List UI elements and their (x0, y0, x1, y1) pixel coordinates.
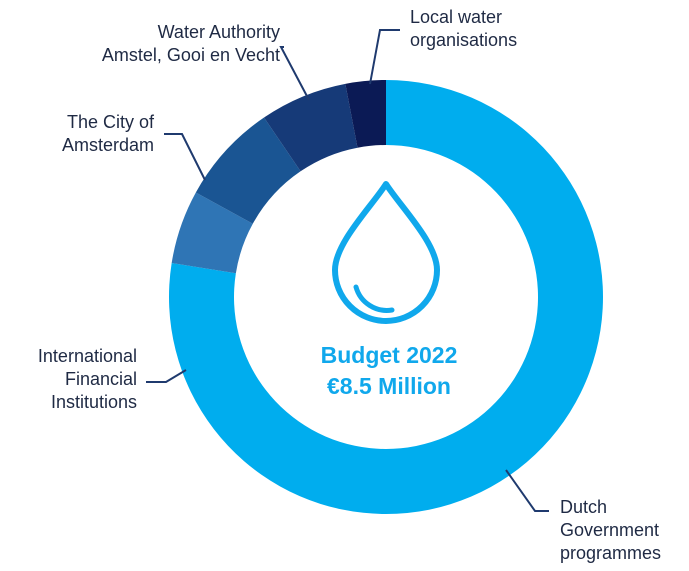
water-drop-icon (332, 181, 440, 324)
center-label-line: Budget 2022 (320, 342, 458, 368)
slice-label-international-financial: International Financial Institutions (37, 346, 137, 412)
donut-slice (195, 117, 301, 224)
slice-label-local-water: Local water organisations (410, 7, 518, 50)
center-label-line: €8.5 Million (327, 373, 451, 399)
slice-label-city-of-amsterdam: The City of Amsterdam (61, 112, 154, 155)
leader-line (164, 133, 206, 181)
leader-line (279, 46, 310, 101)
donut-slice (168, 80, 603, 514)
donut-slice (264, 83, 358, 172)
donut-slice (171, 192, 253, 274)
leader-line (505, 469, 549, 512)
slice-label-dutch-government: Dutch Government programmes (560, 497, 662, 563)
donut-slice (345, 80, 386, 148)
leader-line (146, 369, 187, 383)
center-label: Budget 2022 €8.5 Million (256, 340, 522, 402)
leader-line (369, 29, 400, 85)
slice-label-water-authority: Water Authority Amstel, Gooi en Vecht (101, 22, 280, 65)
